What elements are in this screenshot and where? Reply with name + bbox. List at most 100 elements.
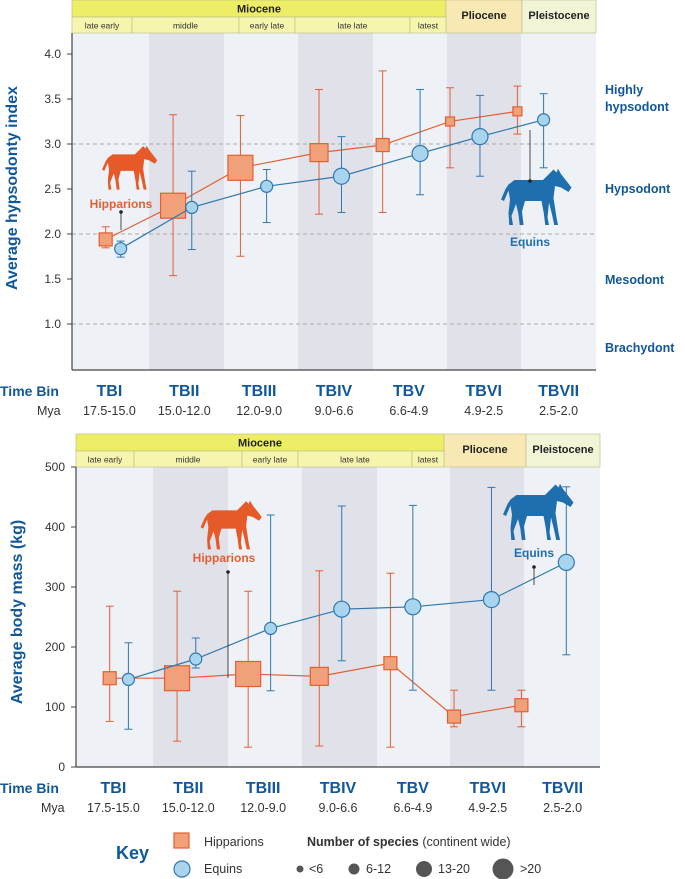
time-bin-label: TBII <box>169 383 199 400</box>
sub-epoch-label: late early <box>88 455 123 465</box>
legend-size-swatch <box>492 858 514 879</box>
mya-row-label: Mya <box>41 801 65 815</box>
crown-class-label: Highly <box>605 83 643 97</box>
equin-point <box>404 598 422 616</box>
legend-hipparion-label: Hipparions <box>204 835 264 849</box>
time-bin-shade <box>447 33 521 370</box>
time-bin-label: TBV <box>393 383 425 400</box>
mya-range-label: 6.6-4.9 <box>393 801 432 815</box>
mya-range-label: 2.5-2.0 <box>543 801 582 815</box>
equin-point <box>260 179 274 193</box>
legend-size-label: >20 <box>520 862 541 876</box>
pleistocene-label: Pleistocene <box>528 10 589 22</box>
hipparion-point <box>383 656 398 671</box>
crown-class-labels: Highly hypsodont Hypsodont Mesodont Brac… <box>605 83 675 355</box>
time-bin-label: TBV <box>397 780 429 797</box>
annotation-pointer-dot <box>532 565 536 569</box>
mya-row-label: Mya <box>37 404 61 418</box>
miocene-label: Miocene <box>237 4 281 16</box>
equin-point <box>536 113 551 127</box>
y-axis-title: Average hypsodonty index <box>4 86 21 290</box>
sub-epoch-label: late late <box>340 455 370 465</box>
time-bin-label: TBIII <box>246 780 281 797</box>
mya-range-label: 15.0-12.0 <box>162 801 215 815</box>
equin-point <box>121 672 135 687</box>
mya-range-label: 17.5-15.0 <box>87 801 140 815</box>
y-tick-label: 500 <box>45 460 65 474</box>
crown-class-label: hypsodont <box>605 100 670 114</box>
annotation-pointer-dot <box>119 210 123 214</box>
hipparion-point <box>98 232 113 247</box>
y-tick-label: 3.0 <box>44 137 61 151</box>
crown-class-label: Hypsodont <box>605 182 671 196</box>
pliocene-band <box>443 433 527 468</box>
series-equins <box>121 486 575 730</box>
annotation-pointer-dot <box>528 179 532 183</box>
hipparion-point <box>163 665 191 692</box>
equin-point <box>471 128 489 146</box>
hipparion-annotation-label: Hipparions <box>90 197 153 211</box>
equin-point <box>189 652 203 666</box>
sub-epoch-label: latest <box>418 455 439 465</box>
y-tick-label: 0 <box>58 760 65 774</box>
series-equins <box>114 88 551 258</box>
epoch-header: Miocene Pliocene Pleistocene late early … <box>71 0 597 34</box>
sub-epoch-label: late late <box>338 21 368 31</box>
time-bin-shade <box>298 33 373 370</box>
y-ticks: 1.0 1.5 2.0 2.5 3.0 3.5 4.0 <box>44 47 72 331</box>
sub-epoch-cell <box>409 16 447 34</box>
legend-size-swatch <box>296 865 304 873</box>
time-bin-label: TBIV <box>320 780 357 797</box>
sub-epoch-cell <box>411 450 445 468</box>
crown-class-label: Mesodont <box>605 273 665 287</box>
equin-point <box>185 200 199 214</box>
y-tick-label: 4.0 <box>44 47 61 61</box>
equin-annotation: Equins <box>501 130 572 249</box>
y-axis-title: Average body mass (kg) <box>9 520 26 704</box>
legend-size-title-bold: Number of species <box>307 835 419 849</box>
mya-range-label: 12.0-9.0 <box>236 404 282 418</box>
hypsodonty-chart: Miocene Pliocene Pleistocene late early … <box>0 0 675 418</box>
y-tick-label: 400 <box>45 520 65 534</box>
epoch-header: Miocene Pliocene Pleistocene late early … <box>75 433 601 468</box>
mya-range-label: 4.9-2.5 <box>464 404 503 418</box>
time-bin-label: TBIV <box>316 383 353 400</box>
mya-range-label: 9.0-6.6 <box>315 404 354 418</box>
time-bin-label: TBII <box>173 780 203 797</box>
sub-epoch-label: latest <box>418 21 439 31</box>
hipparion-point <box>227 154 254 181</box>
sub-epoch-label: middle <box>175 455 200 465</box>
pleistocene-band <box>521 0 597 34</box>
time-bin-row-label: Time Bin <box>0 383 59 399</box>
legend-size-title-suffix: (continent wide) <box>419 835 511 849</box>
mya-range-label: 2.5-2.0 <box>539 404 578 418</box>
time-bin-label: TBVI <box>469 780 505 797</box>
time-bin-axis: Time Bin Mya TBI 17.5-15.0 TBII 15.0-12.0 TB… <box>0 780 583 815</box>
time-bin-label: TBIII <box>242 383 277 400</box>
y-ticks: 0 100 200 300 400 500 <box>45 460 76 774</box>
pliocene-band <box>445 0 523 34</box>
mya-range-label: 9.0-6.6 <box>319 801 358 815</box>
equin-point <box>333 600 351 618</box>
equin-point <box>557 553 575 572</box>
miocene-label: Miocene <box>238 438 282 450</box>
time-bin-row-label: Time Bin <box>0 780 59 796</box>
hipparion-annotation: Hipparions <box>90 145 158 230</box>
hipparion-point <box>309 666 329 687</box>
hipparion-point <box>102 671 117 686</box>
sub-epoch-label: middle <box>173 21 198 31</box>
time-bin-shade <box>450 467 524 767</box>
legend-size-label: <6 <box>309 862 323 876</box>
time-bin-label: TBVII <box>538 383 579 400</box>
mya-range-label: 4.9-2.5 <box>468 801 507 815</box>
time-bin-axis: Time Bin Mya TBI 17.5-15.0 TBII 15.0-12.0 TB… <box>0 383 579 418</box>
legend-equin-label: Equins <box>204 862 242 876</box>
crown-class-label: Brachydont <box>605 341 675 355</box>
legend-title: Key <box>116 843 149 863</box>
time-bin-label: TBVI <box>465 383 501 400</box>
mya-range-label: 12.0-9.0 <box>240 801 286 815</box>
hipparion-point <box>446 709 462 724</box>
annotation-pointer-dot <box>226 570 230 574</box>
y-tick-label: 2.0 <box>44 227 61 241</box>
